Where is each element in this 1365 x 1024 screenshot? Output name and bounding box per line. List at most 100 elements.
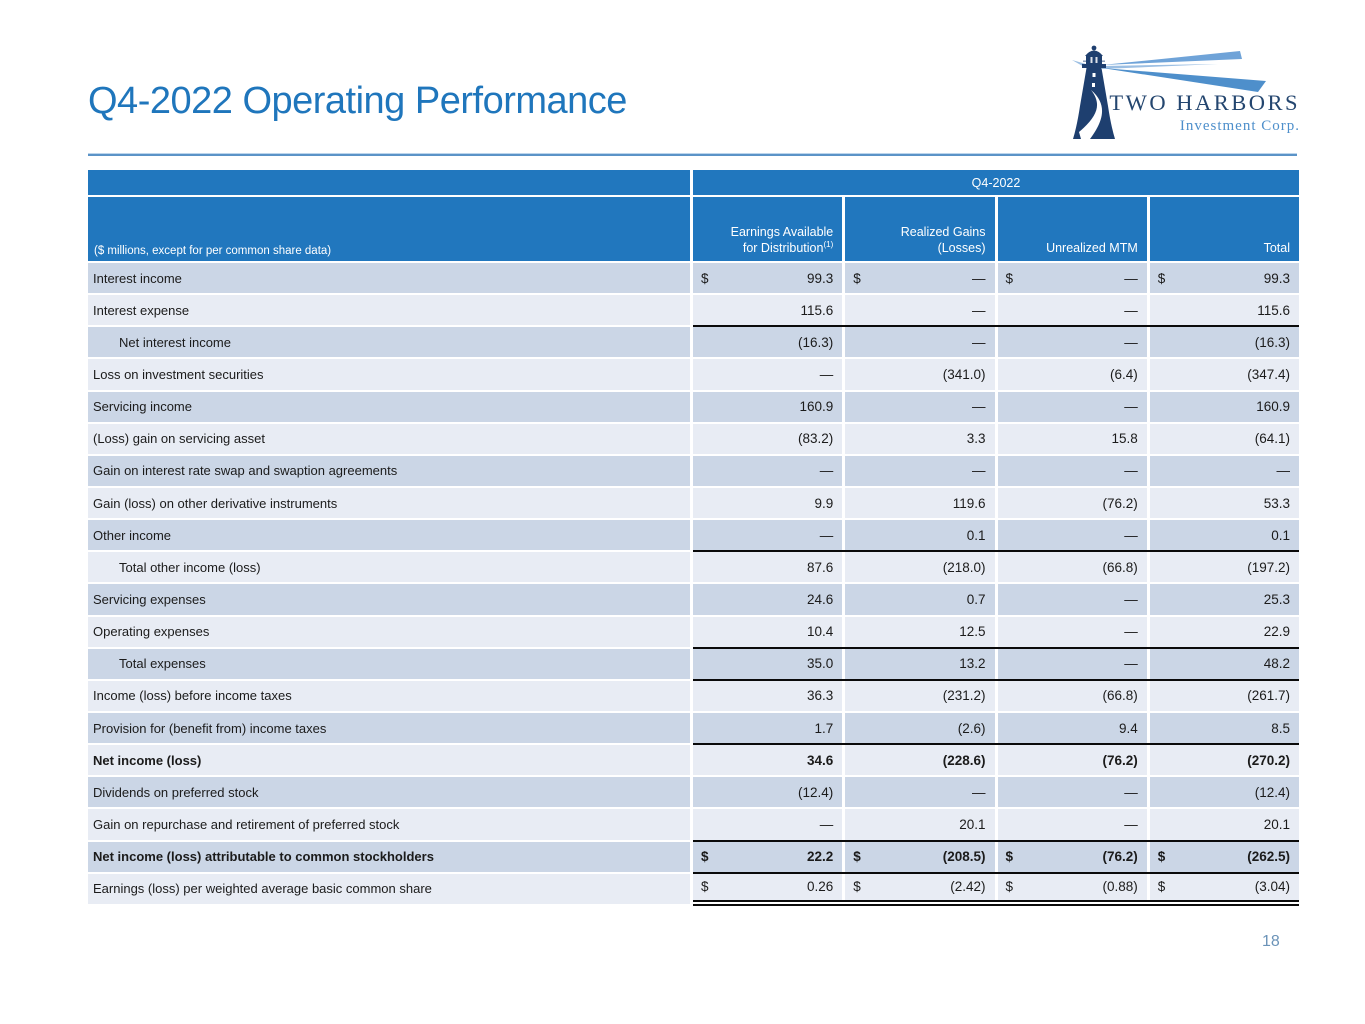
value-text: (6.4): [1109, 366, 1138, 382]
value-text: 25.3: [1263, 591, 1290, 607]
value-cell: —: [845, 777, 995, 808]
table-row: Net income (loss) attributable to common…: [88, 841, 1299, 874]
value-text: —: [819, 463, 834, 479]
value-cell: (218.0): [845, 552, 995, 583]
value-text: —: [1124, 527, 1138, 543]
row-label: Loss on investment securities: [88, 359, 690, 392]
table-row: Total expenses 35.0 13.2 — 48.2: [88, 648, 1299, 681]
table-row: (Loss) gain on servicing asset (83.2) 3.3 1…: [88, 423, 1299, 456]
value-text: 9.4: [1118, 720, 1138, 736]
value-text: (218.0): [942, 559, 986, 575]
value-text: 22.9: [1263, 624, 1290, 640]
table-row: Operating expenses 10.4 12.5 — 22.9: [88, 616, 1299, 649]
lighthouse-logo-graphic: TWO HARBORS Investment Corp.: [1072, 45, 1300, 139]
value-cell: —: [997, 295, 1147, 326]
value-cell: —: [997, 327, 1147, 358]
value-text: —: [972, 784, 986, 800]
logo-subtitle: Investment Corp.: [1180, 118, 1300, 134]
value-cell: —: [997, 520, 1147, 551]
row-values: — 0.1 — 0.1: [693, 520, 1299, 553]
dollar-sign: $: [1157, 879, 1166, 895]
value-cell: $99.3: [693, 263, 843, 294]
value-text: 20.1: [959, 816, 986, 832]
value-text: —: [972, 270, 986, 286]
value-text: (66.8): [1102, 688, 1138, 704]
table-row: Gain on interest rate swap and swaption …: [88, 455, 1299, 488]
title-divider-line: [88, 153, 1297, 156]
value-text: (83.2): [797, 431, 834, 447]
row-label: Gain on interest rate swap and swaption …: [88, 455, 690, 488]
value-cell: 53.3: [1149, 487, 1299, 519]
value-text: 13.2: [959, 656, 986, 672]
value-text: 3.3: [966, 431, 986, 447]
value-text: (347.4): [1247, 366, 1290, 382]
value-text: (0.88): [1102, 879, 1138, 895]
row-values: $22.2 $ (208.5) $ (76.2) $ (262.5): [693, 841, 1299, 874]
value-cell: 12.5: [845, 616, 995, 647]
row-label: Servicing income: [88, 391, 690, 424]
table-header-period-row: Q4-2022: [88, 170, 1299, 195]
dollar-sign: $: [701, 849, 709, 865]
dollar-sign: $: [1005, 879, 1014, 895]
table-row: Gain (loss) on other derivative instrume…: [88, 487, 1299, 521]
table-row: Earnings (loss) per weighted average bas…: [88, 873, 1299, 906]
value-text: (16.3): [797, 334, 834, 350]
value-text: 0.1: [966, 527, 986, 543]
column-header-cell: Earnings Available for Distribution(1): [693, 197, 843, 261]
value-text: 48.2: [1263, 656, 1290, 672]
value-cell: —: [997, 584, 1147, 615]
value-text: —: [1124, 784, 1138, 800]
value-cell: —: [693, 359, 843, 390]
value-cell: —: [845, 391, 995, 422]
value-cell: 24.6: [693, 584, 843, 615]
value-cell: —: [997, 391, 1147, 422]
value-cell: 34.6: [693, 745, 843, 776]
page-title: Q4-2022 Operating Performance: [88, 80, 627, 122]
row-label: Net interest income: [88, 327, 690, 360]
row-label: Operating expenses: [88, 616, 690, 649]
value-text: 1.7: [814, 720, 834, 736]
value-cell: $ (2.42): [845, 873, 995, 900]
lantern-window-icon: [1095, 57, 1098, 63]
table-row: Interest expense 115.6 — — 115.6: [88, 295, 1299, 328]
row-label: Interest income: [88, 263, 690, 296]
row-label: (Loss) gain on servicing asset: [88, 423, 690, 456]
tower-stripe-icon: [1079, 90, 1103, 139]
row-values: (83.2) 3.3 15.8 (64.1): [693, 423, 1299, 456]
dollar-sign: $: [701, 879, 709, 895]
value-cell: 13.2: [845, 648, 995, 679]
value-cell: (12.4): [693, 777, 843, 808]
value-cell: $ —: [845, 263, 995, 294]
value-cell: 87.6: [693, 552, 843, 583]
dollar-sign: $: [853, 270, 861, 286]
row-label: Income (loss) before income taxes: [88, 680, 690, 713]
value-text: 99.3: [806, 270, 834, 286]
value-cell: —: [693, 455, 843, 486]
value-text: (16.3): [1254, 334, 1290, 350]
value-text: (2.42): [950, 879, 986, 895]
company-logo: TWO HARBORS Investment Corp.: [1068, 44, 1304, 146]
value-cell: $ (208.5): [845, 841, 995, 872]
value-cell: 36.3: [693, 680, 843, 711]
value-text: 160.9: [1256, 399, 1290, 415]
value-text: —: [972, 463, 986, 479]
value-cell: —: [997, 616, 1147, 647]
value-cell: 20.1: [845, 809, 995, 840]
row-values: 87.6 (218.0) (66.8) (197.2): [693, 552, 1299, 585]
value-text: —: [819, 816, 834, 832]
column-header-cell: Realized Gains (Losses): [845, 197, 995, 261]
value-text: (3.04): [1254, 879, 1290, 895]
light-beam-lower-icon: [1102, 68, 1266, 92]
value-cell: (66.8): [997, 680, 1147, 711]
value-text: (76.2): [1102, 849, 1138, 865]
value-text: (262.5): [1247, 849, 1290, 865]
value-text: 115.6: [1257, 302, 1290, 318]
table-row: Servicing income 160.9 — — 160.9: [88, 391, 1299, 424]
value-text: —: [1124, 816, 1138, 832]
value-text: 20.1: [1263, 816, 1290, 832]
row-values: 10.4 12.5 — 22.9: [693, 616, 1299, 649]
value-cell: 160.9: [1149, 391, 1299, 422]
value-text: (64.1): [1254, 431, 1290, 447]
table-row: Net interest income (16.3) — — (16.3): [88, 327, 1299, 360]
value-text: —: [1124, 463, 1138, 479]
